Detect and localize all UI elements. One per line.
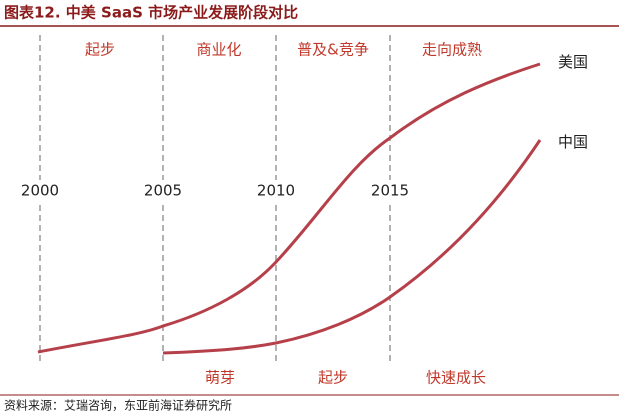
curve-label: 美国: [558, 53, 588, 71]
year: 2015: [371, 182, 409, 200]
us-curve: [37, 62, 541, 354]
year: 2000: [21, 182, 59, 200]
us-phase: 普及&竞争: [297, 41, 369, 59]
us-phase: 起步: [85, 41, 115, 59]
title: 图表12. 中美 SaaS 市场产业发展阶段对比: [4, 4, 298, 22]
year: 2005: [144, 182, 182, 200]
china-curve: [162, 139, 542, 355]
source: 资料来源：艾瑞咨询，东亚前海证券研究所: [4, 398, 232, 413]
us-phase: 商业化: [196, 41, 241, 59]
dividers: [39, 35, 391, 362]
china-phase: 萌芽: [205, 369, 235, 387]
china-phase: 快速成长: [426, 369, 486, 387]
year: 2010: [257, 182, 295, 200]
year-labels: 2000 2005 2010 2015: [18, 180, 412, 202]
curve-label: 中国: [558, 133, 588, 151]
us-phase: 走向成熟: [422, 41, 482, 59]
china-phase: 起步: [318, 369, 348, 387]
